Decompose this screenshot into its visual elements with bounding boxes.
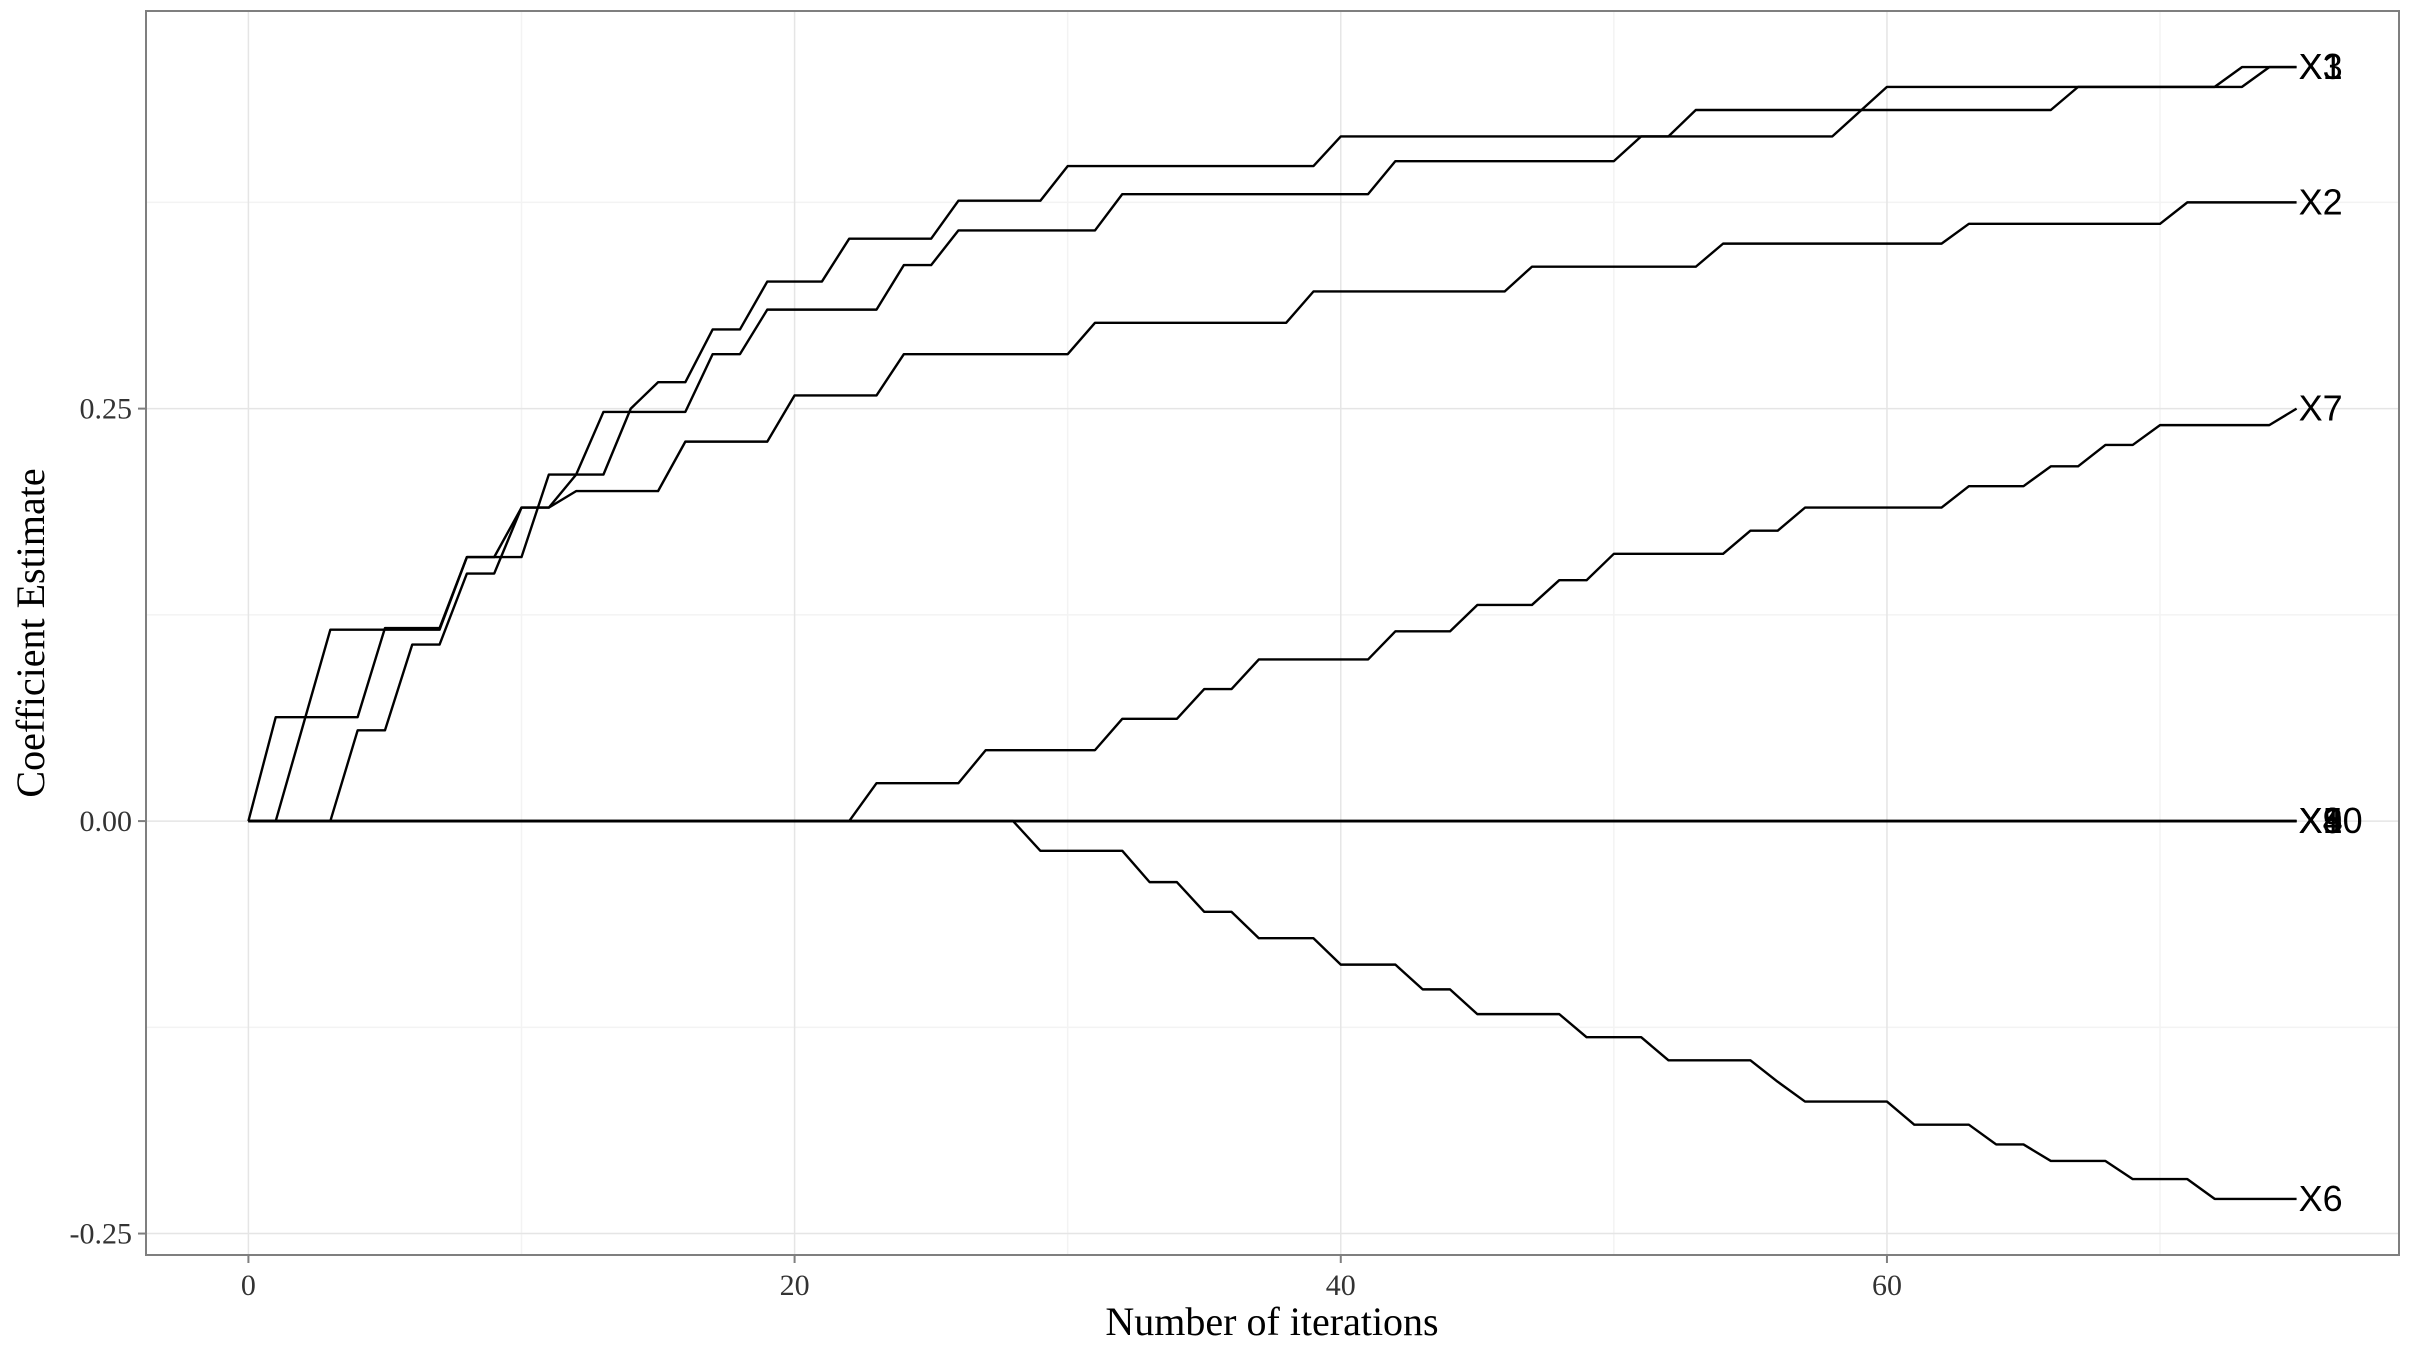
end-label: X1 — [2299, 46, 2343, 87]
end-label: X5 — [2299, 800, 2343, 841]
y-tick-label: -0.25 — [70, 1218, 133, 1251]
x-tick-label: 60 — [1872, 1269, 1902, 1302]
end-label: X10 — [2299, 800, 2363, 841]
y-tick-label: 0.25 — [80, 393, 133, 426]
y-tick-label: 0.00 — [80, 805, 133, 838]
end-label: X7 — [2299, 388, 2343, 429]
series-line — [248, 201, 2297, 823]
series-line — [247, 65, 2297, 822]
end-label: X6 — [2299, 1178, 2343, 1219]
x-axis-title: Number of iterations — [1105, 1299, 1438, 1344]
x-tick-label: 20 — [780, 1269, 810, 1302]
end-label: X8 — [2299, 800, 2343, 841]
x-tick-label: 0 — [241, 1269, 256, 1302]
y-axis-title: Coefficient Estimate — [8, 468, 53, 797]
end-label: X4 — [2299, 800, 2343, 841]
end-label: X9 — [2299, 800, 2343, 841]
plot-frame — [145, 10, 2400, 1256]
end-label: X2 — [2299, 181, 2343, 222]
axes: 0 20 40 60 -0.25 0.00 0.25 — [70, 393, 1902, 1302]
grid — [146, 11, 2399, 1255]
series-line — [248, 65, 2297, 823]
end-label: X3 — [2299, 46, 2343, 87]
x-tick-label: 40 — [1326, 1269, 1356, 1302]
